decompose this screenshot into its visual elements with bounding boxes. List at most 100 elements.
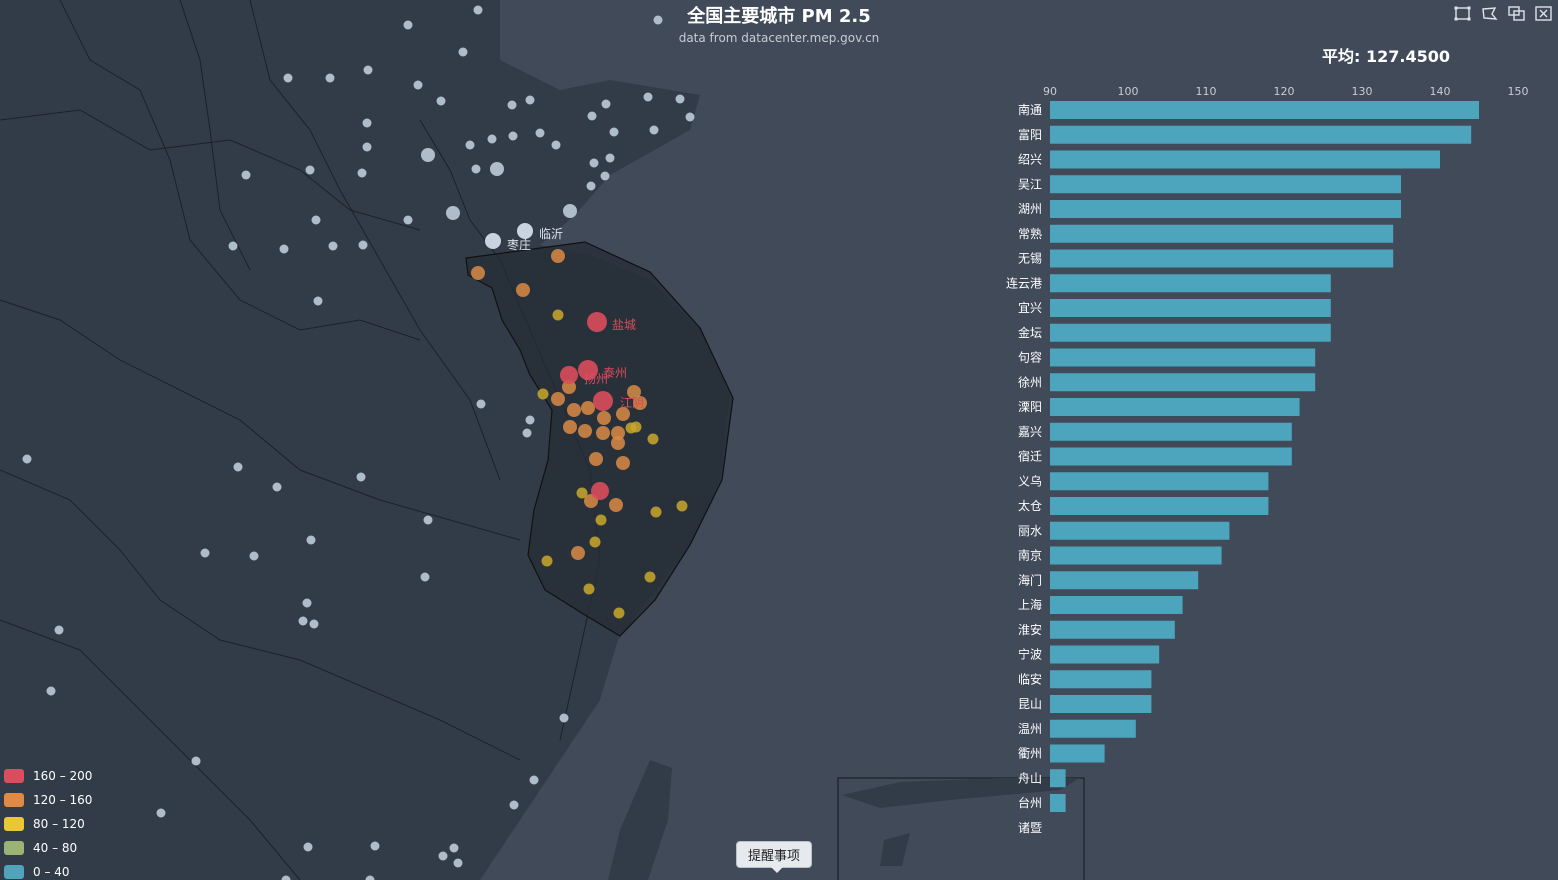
city-point[interactable] <box>228 241 238 251</box>
city-point[interactable] <box>589 536 601 548</box>
bar[interactable] <box>1050 497 1269 515</box>
city-point[interactable] <box>309 619 319 629</box>
city-point[interactable] <box>485 233 501 249</box>
city-point[interactable] <box>507 100 517 110</box>
city-point[interactable] <box>508 131 518 141</box>
city-point[interactable] <box>589 452 603 466</box>
city-point[interactable] <box>559 713 569 723</box>
city-point[interactable] <box>517 223 533 239</box>
city-point[interactable] <box>403 20 413 30</box>
city-point[interactable] <box>613 607 625 619</box>
bar[interactable] <box>1050 472 1269 491</box>
city-point[interactable] <box>596 426 610 440</box>
bar[interactable] <box>1050 398 1300 416</box>
city-point[interactable] <box>605 153 615 163</box>
city-point[interactable] <box>611 426 625 440</box>
city-point[interactable] <box>509 800 519 810</box>
city-point[interactable] <box>578 424 592 438</box>
city-point[interactable] <box>200 548 210 558</box>
city-point[interactable] <box>325 73 335 83</box>
city-point[interactable] <box>465 140 475 150</box>
city-point[interactable] <box>676 500 688 512</box>
city-point[interactable] <box>311 215 321 225</box>
city-point[interactable] <box>370 841 380 851</box>
city-point[interactable] <box>303 842 313 852</box>
bar[interactable] <box>1050 125 1472 144</box>
city-point[interactable] <box>22 454 32 464</box>
lasso-select-icon[interactable] <box>1481 6 1498 21</box>
bar[interactable] <box>1050 521 1230 540</box>
legend-item[interactable]: 0 – 40 <box>4 860 92 880</box>
city-point[interactable] <box>476 399 486 409</box>
city-point[interactable] <box>597 411 611 425</box>
city-point[interactable] <box>241 170 251 180</box>
city-point[interactable] <box>611 436 625 450</box>
city-point[interactable] <box>272 482 282 492</box>
city-point[interactable] <box>535 128 545 138</box>
city-point[interactable] <box>591 482 609 500</box>
city-point[interactable] <box>650 506 662 518</box>
bar[interactable] <box>1050 373 1316 392</box>
city-point[interactable] <box>563 420 577 434</box>
city-point[interactable] <box>616 456 630 470</box>
city-point[interactable] <box>633 396 647 410</box>
city-point[interactable] <box>156 808 166 818</box>
city-point[interactable] <box>249 551 259 561</box>
city-point[interactable] <box>191 756 201 766</box>
bar[interactable] <box>1050 323 1331 342</box>
city-point[interactable] <box>551 249 565 263</box>
clear-select-icon[interactable] <box>1535 6 1552 21</box>
bar[interactable] <box>1050 670 1152 689</box>
keep-select-icon[interactable] <box>1508 6 1525 21</box>
city-point[interactable] <box>644 571 656 583</box>
city-point[interactable] <box>529 775 539 785</box>
bar[interactable] <box>1050 422 1292 441</box>
city-point[interactable] <box>305 165 315 175</box>
city-point[interactable] <box>601 99 611 109</box>
city-point[interactable] <box>675 94 685 104</box>
city-point[interactable] <box>403 215 413 225</box>
city-point[interactable] <box>313 296 323 306</box>
legend-item[interactable]: 120 – 160 <box>4 788 92 812</box>
city-point[interactable] <box>643 92 653 102</box>
bar[interactable] <box>1050 571 1199 590</box>
city-point[interactable] <box>552 309 564 321</box>
bar[interactable] <box>1050 769 1066 788</box>
city-point[interactable] <box>563 204 577 218</box>
legend-item[interactable]: 160 – 200 <box>4 764 92 788</box>
city-point[interactable] <box>567 403 581 417</box>
city-point[interactable] <box>627 385 641 399</box>
city-point[interactable] <box>593 391 613 411</box>
city-point[interactable] <box>306 535 316 545</box>
city-point[interactable] <box>616 407 630 421</box>
city-point[interactable] <box>600 171 610 181</box>
city-point[interactable] <box>471 164 481 174</box>
bar[interactable] <box>1050 620 1175 639</box>
city-point[interactable] <box>576 487 588 499</box>
city-point[interactable] <box>589 158 599 168</box>
legend-item[interactable]: 40 – 80 <box>4 836 92 860</box>
city-point[interactable] <box>54 625 64 635</box>
city-point[interactable] <box>420 572 430 582</box>
bar[interactable] <box>1050 150 1440 169</box>
bar[interactable] <box>1050 200 1401 218</box>
city-point[interactable] <box>423 515 433 525</box>
city-scatter-layer[interactable] <box>22 5 695 880</box>
city-point[interactable] <box>490 162 504 176</box>
city-point[interactable] <box>356 472 366 482</box>
city-point[interactable] <box>436 96 446 106</box>
bar[interactable] <box>1050 224 1394 243</box>
bar[interactable] <box>1050 546 1222 565</box>
city-point[interactable] <box>541 555 553 567</box>
bar[interactable] <box>1050 274 1331 293</box>
city-point[interactable] <box>581 401 595 415</box>
city-point[interactable] <box>328 241 338 251</box>
city-point[interactable] <box>571 546 585 560</box>
city-point[interactable] <box>609 498 623 512</box>
city-point[interactable] <box>586 181 596 191</box>
city-point[interactable] <box>362 142 372 152</box>
city-point[interactable] <box>551 140 561 150</box>
bar[interactable] <box>1050 299 1331 317</box>
city-point[interactable] <box>281 875 291 880</box>
city-point[interactable] <box>516 283 530 297</box>
